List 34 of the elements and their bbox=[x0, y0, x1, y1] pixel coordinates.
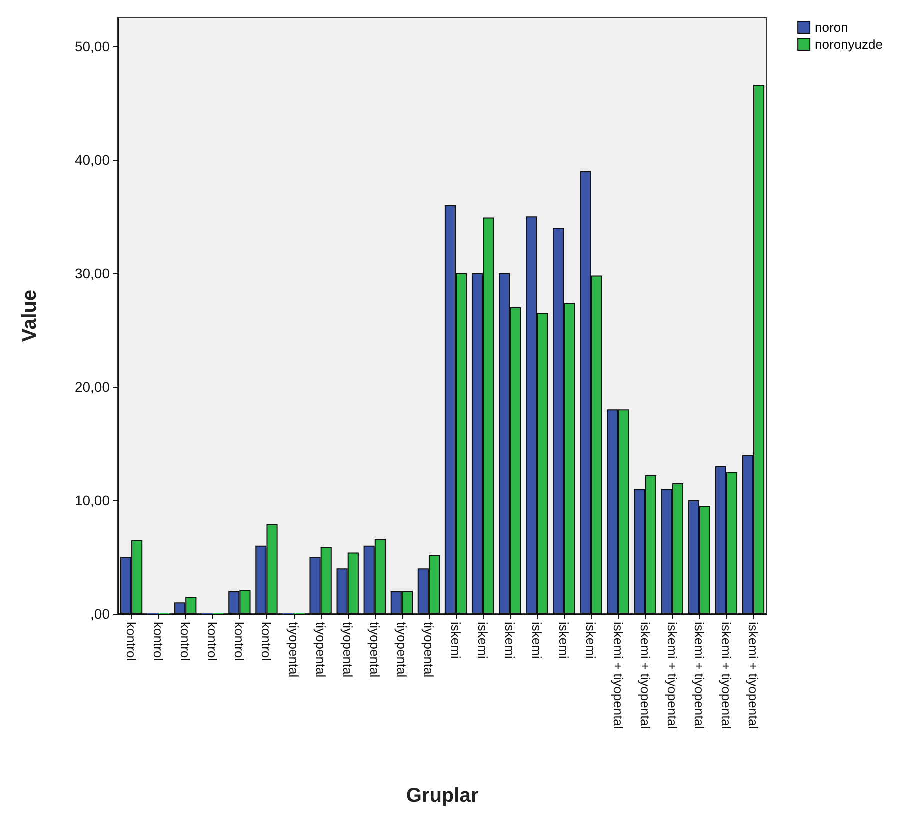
x-tick-label: kontrol bbox=[151, 622, 166, 662]
x-tick-label: iskemi bbox=[584, 622, 599, 659]
y-axis-title: Value bbox=[19, 290, 41, 342]
x-tick-label: iskemi + tiyopental bbox=[746, 622, 761, 730]
x-tick-label: iskemi bbox=[476, 622, 491, 659]
y-tick-label: 10,00 bbox=[74, 492, 110, 508]
x-tick-label: iskemi + tiyopental bbox=[718, 622, 734, 730]
x-tick-label: iskemi bbox=[502, 622, 518, 659]
legend-label: noron bbox=[815, 20, 848, 35]
y-tick-label: ,00 bbox=[90, 606, 110, 622]
x-tick-label: iskemi + tiyopental bbox=[664, 622, 680, 730]
x-tick-label: iskemi + tiyopental bbox=[638, 622, 653, 730]
x-tick-label: kontrol bbox=[178, 622, 194, 662]
x-tick-label: tiyopental bbox=[340, 622, 356, 678]
y-tick-label: 40,00 bbox=[74, 152, 110, 168]
x-tick-label: iskemi bbox=[448, 622, 464, 659]
x-tick-label: iskemi bbox=[530, 622, 545, 659]
x-tick-label: tiyopental bbox=[367, 622, 382, 678]
x-tick-label: kontrol bbox=[232, 622, 248, 662]
x-tick-label: kontrol bbox=[259, 622, 274, 662]
legend-label: noronyuzde bbox=[815, 37, 884, 52]
x-tick-label: iskemi bbox=[556, 622, 572, 659]
y-tick-label: 20,00 bbox=[74, 378, 110, 395]
x-tick-label: iskemi + tiyopental bbox=[610, 622, 626, 730]
x-tick-label: kontrol bbox=[124, 622, 140, 662]
x-tick-label: tiyopental bbox=[394, 622, 410, 678]
x-tick-label: tiyopental bbox=[286, 622, 302, 678]
y-tick-label: 30,00 bbox=[74, 265, 110, 282]
x-tick-label: iskemi + tiyopental bbox=[692, 622, 707, 730]
x-tick-label: kontrol bbox=[205, 622, 220, 662]
x-tick-label: tiyopental bbox=[313, 622, 328, 678]
x-tick-label: tiyopental bbox=[421, 622, 436, 678]
y-tick-label: 50,00 bbox=[74, 38, 110, 54]
x-axis-title: Gruplar bbox=[406, 785, 479, 807]
